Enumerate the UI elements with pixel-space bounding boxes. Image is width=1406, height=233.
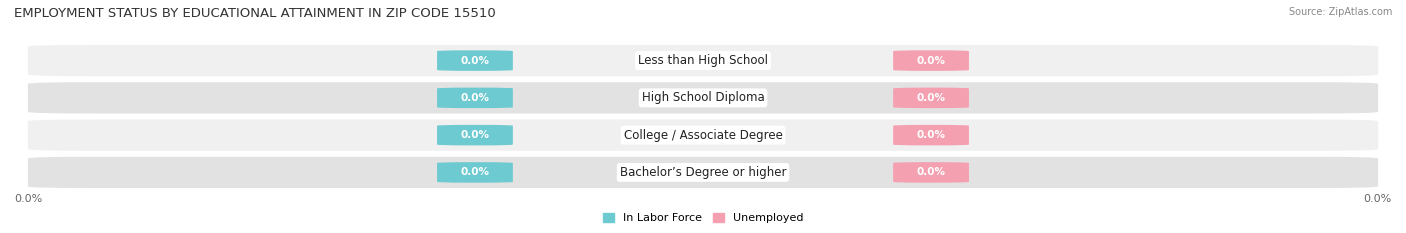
- Text: 0.0%: 0.0%: [460, 130, 489, 140]
- Text: College / Associate Degree: College / Associate Degree: [624, 129, 782, 142]
- Text: 0.0%: 0.0%: [460, 56, 489, 65]
- FancyBboxPatch shape: [893, 88, 969, 108]
- Text: 0.0%: 0.0%: [917, 168, 946, 177]
- Text: Bachelor’s Degree or higher: Bachelor’s Degree or higher: [620, 166, 786, 179]
- Text: 0.0%: 0.0%: [14, 194, 42, 204]
- Text: 0.0%: 0.0%: [917, 93, 946, 103]
- FancyBboxPatch shape: [893, 125, 969, 145]
- Text: 0.0%: 0.0%: [460, 168, 489, 177]
- Text: 0.0%: 0.0%: [917, 56, 946, 65]
- FancyBboxPatch shape: [28, 45, 1378, 76]
- FancyBboxPatch shape: [28, 82, 1378, 113]
- Text: Source: ZipAtlas.com: Source: ZipAtlas.com: [1288, 7, 1392, 17]
- Legend: In Labor Force, Unemployed: In Labor Force, Unemployed: [598, 209, 808, 228]
- FancyBboxPatch shape: [893, 50, 969, 71]
- FancyBboxPatch shape: [28, 157, 1378, 188]
- Text: 0.0%: 0.0%: [1364, 194, 1392, 204]
- FancyBboxPatch shape: [28, 120, 1378, 151]
- Text: 0.0%: 0.0%: [460, 93, 489, 103]
- FancyBboxPatch shape: [437, 162, 513, 183]
- FancyBboxPatch shape: [437, 50, 513, 71]
- Text: Less than High School: Less than High School: [638, 54, 768, 67]
- FancyBboxPatch shape: [893, 162, 969, 183]
- Text: 0.0%: 0.0%: [917, 130, 946, 140]
- FancyBboxPatch shape: [437, 88, 513, 108]
- Text: EMPLOYMENT STATUS BY EDUCATIONAL ATTAINMENT IN ZIP CODE 15510: EMPLOYMENT STATUS BY EDUCATIONAL ATTAINM…: [14, 7, 496, 20]
- FancyBboxPatch shape: [437, 125, 513, 145]
- Text: High School Diploma: High School Diploma: [641, 91, 765, 104]
